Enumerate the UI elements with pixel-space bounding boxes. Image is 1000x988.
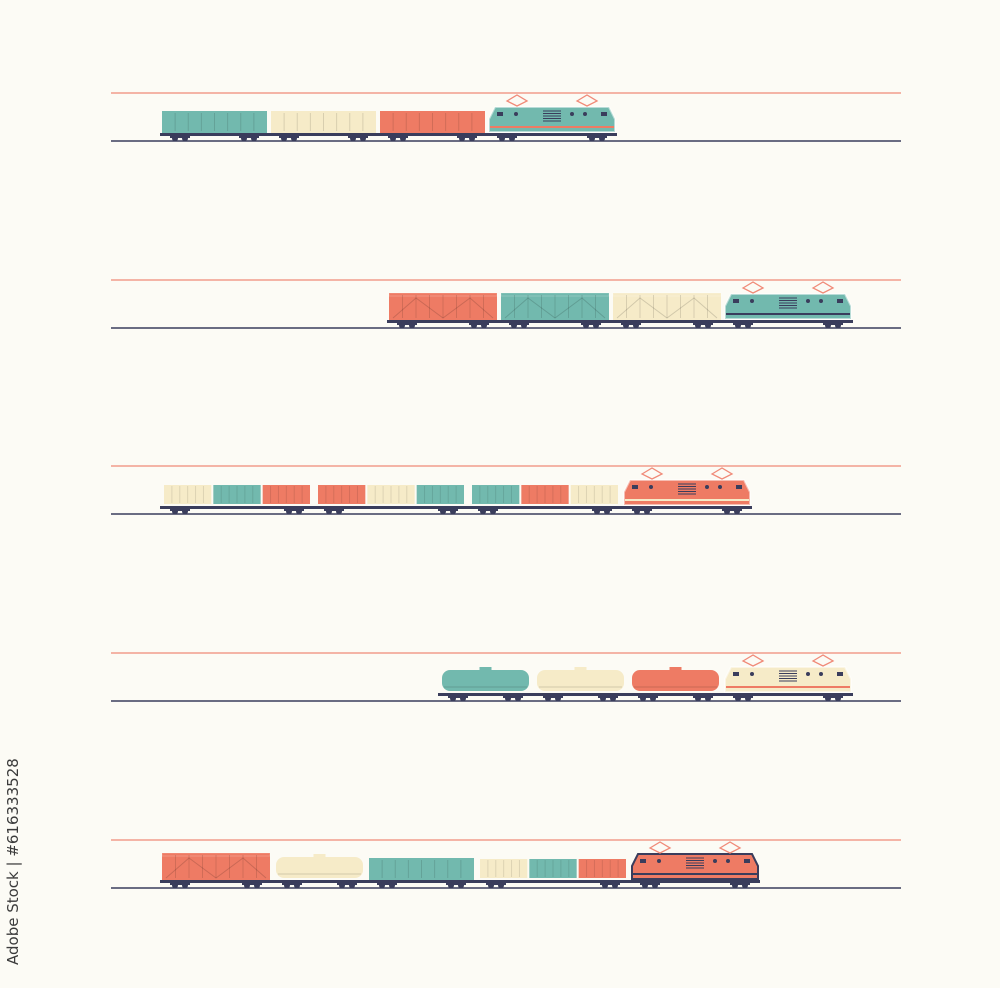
pantograph [741,281,765,294]
open-wagon [367,858,476,889]
cab-window [736,485,742,489]
train-row [111,465,901,515]
pantograph [718,841,742,854]
container [521,485,569,504]
box-wagon [387,292,499,329]
loco-stripe [726,686,850,688]
cab-window [837,672,843,676]
cab-window [497,112,503,116]
loco-stripe [490,126,614,128]
cab-window [837,299,843,303]
locomotive [487,94,617,142]
pantograph [648,841,672,854]
locomotive [622,467,752,515]
container [472,485,520,504]
container [570,485,618,504]
flat-wagon [468,485,622,515]
pantograph [710,467,734,480]
flat-wagon [476,859,630,889]
container [164,485,212,504]
cab-window [601,112,607,116]
pantograph [575,94,599,107]
pantograph [811,654,835,667]
cab-window [640,859,646,863]
flat-wagon [314,485,468,515]
box-wagon [611,292,723,329]
tank-wagon [628,667,723,702]
train-row [111,839,901,889]
train-row [111,652,901,702]
pantograph [741,654,765,667]
train-row [111,279,901,329]
container [367,485,415,504]
cab-window [733,299,739,303]
locomotive [630,841,760,889]
pantograph [505,94,529,107]
train-row [111,92,901,142]
container [529,859,577,878]
box-wagon [499,292,611,329]
tank-wagon [533,667,628,702]
container [416,485,464,504]
container [262,485,310,504]
locomotive [723,654,853,702]
tank-wagon [438,667,533,702]
container [213,485,261,504]
flat-wagon [160,485,314,515]
pantograph [811,281,835,294]
open-wagon [160,111,269,142]
cab-window [632,485,638,489]
cab-window [744,859,750,863]
stock-credit: Adobe Stock | #616333528 [4,758,22,965]
open-wagon [378,111,487,142]
tank-wagon [272,854,367,889]
cab-window [733,672,739,676]
container [480,859,528,878]
container [318,485,366,504]
locomotive [723,281,853,329]
loco-stripe [633,873,757,875]
open-wagon [269,111,378,142]
loco-stripe [726,313,850,315]
loco-stripe [625,499,749,501]
pantograph [640,467,664,480]
box-wagon [160,852,272,889]
container [578,859,626,878]
